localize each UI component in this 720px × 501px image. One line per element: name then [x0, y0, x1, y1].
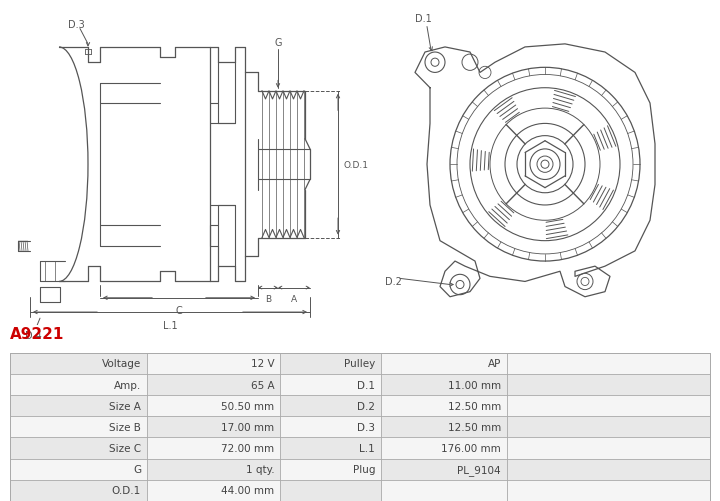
- Text: PL_9104: PL_9104: [457, 464, 501, 474]
- Text: B: B: [265, 294, 271, 303]
- Bar: [147, 374, 280, 395]
- Text: O.D.1: O.D.1: [112, 485, 141, 495]
- Bar: [10, 437, 147, 458]
- Text: Pulley: Pulley: [344, 359, 375, 369]
- Text: D.2: D.2: [357, 401, 375, 411]
- Bar: [507, 353, 710, 374]
- Text: 44.00 mm: 44.00 mm: [221, 485, 274, 495]
- Text: L.1: L.1: [163, 321, 177, 331]
- Bar: [10, 480, 147, 501]
- Text: L.1: L.1: [359, 443, 375, 453]
- Text: Size B: Size B: [109, 422, 141, 432]
- Text: 65 A: 65 A: [251, 380, 274, 390]
- Bar: [280, 480, 381, 501]
- Text: G: G: [274, 38, 282, 48]
- Text: G: G: [133, 464, 141, 474]
- Text: 12.50 mm: 12.50 mm: [448, 401, 501, 411]
- Text: D.3: D.3: [68, 20, 85, 30]
- Bar: [507, 437, 710, 458]
- Text: D.1: D.1: [415, 15, 432, 25]
- Bar: [507, 480, 710, 501]
- Bar: [280, 395, 381, 416]
- Bar: [381, 458, 507, 480]
- Bar: [147, 353, 280, 374]
- Bar: [10, 353, 147, 374]
- Text: C: C: [176, 305, 182, 315]
- Bar: [147, 437, 280, 458]
- Text: O.D.1: O.D.1: [344, 160, 369, 169]
- Text: D.3: D.3: [357, 422, 375, 432]
- Bar: [381, 480, 507, 501]
- Text: 11.00 mm: 11.00 mm: [448, 380, 501, 390]
- Bar: [507, 458, 710, 480]
- Text: AP: AP: [487, 359, 501, 369]
- Bar: [10, 374, 147, 395]
- Text: Plug: Plug: [353, 464, 375, 474]
- Bar: [147, 480, 280, 501]
- Bar: [147, 458, 280, 480]
- Text: D.2: D.2: [385, 277, 402, 287]
- Bar: [10, 395, 147, 416]
- Text: A9221: A9221: [10, 326, 65, 341]
- Bar: [147, 416, 280, 437]
- Bar: [381, 437, 507, 458]
- Bar: [381, 395, 507, 416]
- Bar: [10, 458, 147, 480]
- Text: 1 qty.: 1 qty.: [246, 464, 274, 474]
- Bar: [381, 374, 507, 395]
- Text: Voltage: Voltage: [102, 359, 141, 369]
- Text: 72.00 mm: 72.00 mm: [221, 443, 274, 453]
- Bar: [280, 458, 381, 480]
- Text: 17.00 mm: 17.00 mm: [221, 422, 274, 432]
- Bar: [280, 416, 381, 437]
- Text: D.4: D.4: [25, 331, 42, 341]
- Text: 12 V: 12 V: [251, 359, 274, 369]
- Bar: [280, 374, 381, 395]
- Bar: [280, 353, 381, 374]
- Bar: [10, 416, 147, 437]
- Text: D.1: D.1: [357, 380, 375, 390]
- Text: 50.50 mm: 50.50 mm: [221, 401, 274, 411]
- Bar: [507, 416, 710, 437]
- Text: 176.00 mm: 176.00 mm: [441, 443, 501, 453]
- Bar: [147, 395, 280, 416]
- Bar: [381, 353, 507, 374]
- Text: Amp.: Amp.: [114, 380, 141, 390]
- Bar: [507, 395, 710, 416]
- Text: Size C: Size C: [109, 443, 141, 453]
- Text: A: A: [291, 294, 297, 303]
- Text: Size A: Size A: [109, 401, 141, 411]
- Bar: [381, 416, 507, 437]
- Text: 12.50 mm: 12.50 mm: [448, 422, 501, 432]
- Bar: [10, 353, 710, 501]
- Bar: [507, 374, 710, 395]
- Bar: [280, 437, 381, 458]
